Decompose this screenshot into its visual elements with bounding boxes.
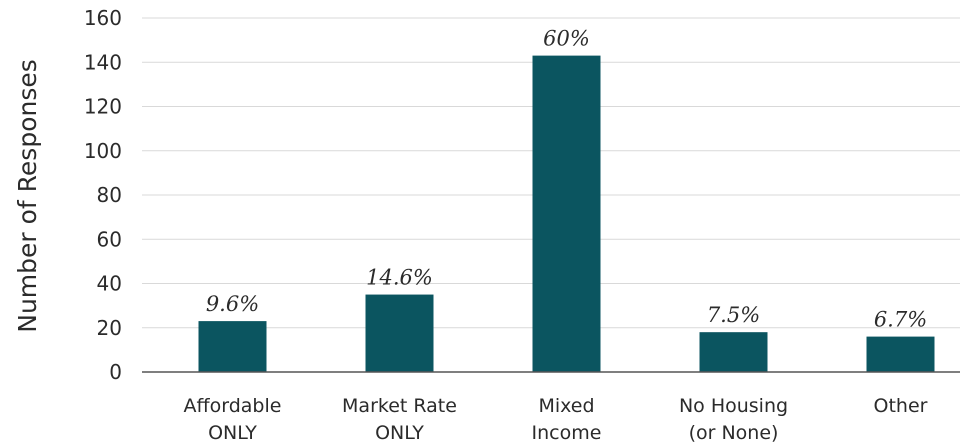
x-category-label: ONLY bbox=[375, 422, 424, 444]
y-tick-label: 140 bbox=[84, 50, 122, 74]
bars bbox=[198, 55, 935, 373]
bar-data-label: 7.5% bbox=[707, 303, 760, 327]
x-category-label: Affordable bbox=[184, 395, 282, 417]
x-category-label: ONLY bbox=[208, 422, 257, 444]
bar-data-label: 9.6% bbox=[206, 292, 259, 316]
y-tick-label: 40 bbox=[97, 272, 122, 296]
bar bbox=[866, 336, 935, 372]
bar-data-label: 14.6% bbox=[366, 266, 433, 290]
y-tick-label: 160 bbox=[84, 6, 122, 30]
x-category-label: Market Rate bbox=[342, 395, 457, 417]
bar bbox=[699, 332, 768, 372]
y-axis-ticks: 0 20 40 60 80 100 120 140 160 bbox=[84, 6, 122, 384]
y-tick-label: 80 bbox=[97, 183, 122, 207]
y-tick-label: 0 bbox=[109, 360, 122, 384]
bar-data-label: 60% bbox=[543, 27, 590, 51]
x-category-label: (or None) bbox=[689, 422, 779, 444]
bar-data-label: 6.7% bbox=[874, 308, 927, 332]
y-tick-label: 120 bbox=[84, 95, 122, 119]
bar bbox=[198, 321, 267, 372]
y-axis-title: Number of Responses bbox=[13, 59, 42, 333]
x-category-label: Mixed bbox=[538, 395, 594, 417]
x-category-label: Income bbox=[532, 422, 602, 444]
x-category-label: No Housing bbox=[679, 395, 788, 417]
data-labels: 9.6% 14.6% 60% 7.5% 6.7% bbox=[206, 27, 927, 332]
bar bbox=[365, 294, 434, 372]
bar bbox=[532, 55, 601, 373]
y-tick-label: 20 bbox=[97, 316, 122, 340]
x-category-label: Other bbox=[874, 395, 928, 417]
y-tick-label: 100 bbox=[84, 139, 122, 163]
x-axis-categories: Affordable ONLY Market Rate ONLY Mixed Income… bbox=[184, 395, 928, 444]
y-tick-label: 60 bbox=[97, 227, 122, 251]
